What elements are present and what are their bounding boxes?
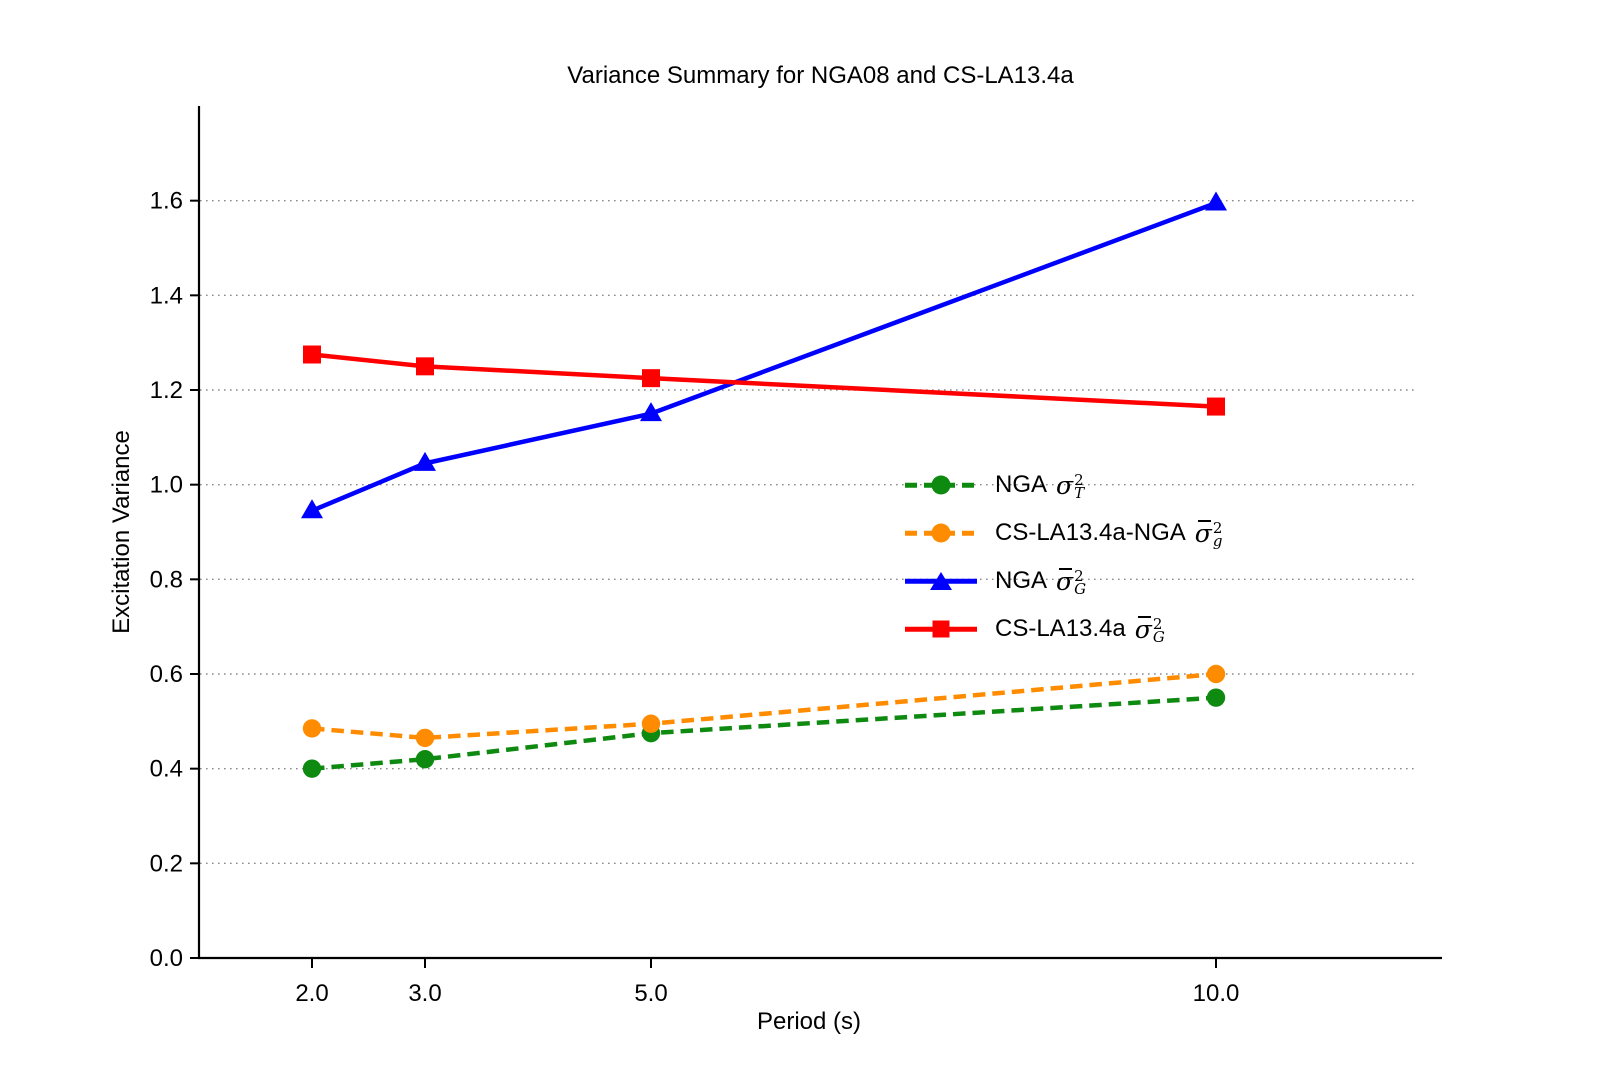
legend-entry: CS-LA13.4a-NGA σ 2 g (905, 509, 1222, 557)
data-point-circle (1206, 688, 1226, 707)
data-point-triangle (414, 451, 436, 471)
y-tick-label: 0.2 (150, 850, 183, 877)
series-line-square (311, 352, 1217, 409)
legend-entry: NGA σ 2 T (905, 461, 1222, 509)
data-point-circle (641, 714, 661, 733)
subscript: T (1074, 484, 1085, 502)
series-line-circle (311, 695, 1217, 771)
data-point-square (416, 357, 434, 376)
data-point-square (642, 369, 660, 388)
data-point-circle (302, 719, 322, 738)
legend-label-prefix: CS-LA13.4a (995, 615, 1126, 642)
superscript: 2 (1152, 615, 1163, 633)
y-tick-label: 0.0 (150, 945, 183, 972)
legend-entry: NGA σ 2 G (905, 557, 1222, 605)
series-line-circle (311, 671, 1217, 741)
superscript: 2 (1074, 471, 1084, 489)
sigma-glyph: σ (1056, 470, 1074, 500)
sigma-bar-glyph: σ (1194, 518, 1212, 548)
circle-marker-icon (931, 523, 951, 543)
data-point-circle (415, 750, 435, 769)
x-axis-label: Period (s) (756, 1008, 862, 1035)
y-axis-label: Excitation Variance (108, 430, 135, 634)
legend-label-prefix: CS-LA13.4a-NGA (995, 519, 1186, 546)
subscript: g (1212, 532, 1223, 550)
legend-sample (905, 569, 977, 593)
y-tick-label: 0.4 (150, 756, 183, 783)
superscript: 2 (1212, 519, 1223, 537)
legend-label-prefix: NGA (995, 471, 1048, 498)
square-marker-icon (932, 620, 950, 638)
superscript: 2 (1074, 567, 1084, 585)
legend-label: CS-LA13.4a-NGA σ 2 g (995, 518, 1223, 550)
data-point-triangle (640, 402, 662, 422)
data-point-triangle (1205, 191, 1227, 211)
chart-title: Variance Summary for NGA08 and CS-LA13.4… (567, 62, 1074, 89)
chart-legend: NGA σ 2 T CS-LA13.4a-NGA σ 2 g NGA σ 2 G CS-LA13.4a σ… (905, 461, 1222, 653)
x-tick-label: 10.0 (1193, 980, 1240, 1007)
data-point-triangle (301, 499, 323, 519)
x-tick-label: 5.0 (634, 980, 667, 1007)
legend-sample (905, 521, 977, 545)
x-tick-label: 2.0 (295, 980, 328, 1007)
legend-label-prefix: NGA (995, 567, 1048, 594)
legend-label: NGA σ 2 T (995, 470, 1085, 502)
circle-marker-icon (931, 475, 951, 495)
x-tick-label: 3.0 (408, 980, 441, 1007)
subscript: G (1152, 628, 1165, 646)
legend-label: NGA σ 2 G (995, 566, 1087, 598)
subscript: G (1074, 580, 1087, 598)
legend-sample (905, 617, 977, 641)
legend-sample (905, 473, 977, 497)
data-point-circle (302, 759, 322, 778)
y-tick-label: 0.6 (150, 661, 183, 688)
triangle-marker-icon (930, 572, 952, 590)
y-tick-label: 0.8 (150, 566, 183, 593)
legend-label: CS-LA13.4a σ 2 G (995, 614, 1165, 646)
sigma-bar-glyph: σ (1134, 614, 1152, 644)
data-point-circle (1206, 664, 1226, 684)
data-point-circle (415, 728, 435, 748)
y-tick-label: 1.0 (150, 472, 183, 499)
data-point-square (1207, 397, 1225, 416)
y-tick-label: 1.2 (150, 377, 183, 404)
data-point-square (303, 345, 321, 364)
sigma-bar-glyph: σ (1056, 566, 1074, 596)
y-tick-label: 1.6 (150, 188, 183, 215)
legend-entry: CS-LA13.4a σ 2 G (905, 605, 1222, 653)
y-tick-label: 1.4 (150, 282, 183, 309)
series-line-triangle (311, 200, 1217, 513)
